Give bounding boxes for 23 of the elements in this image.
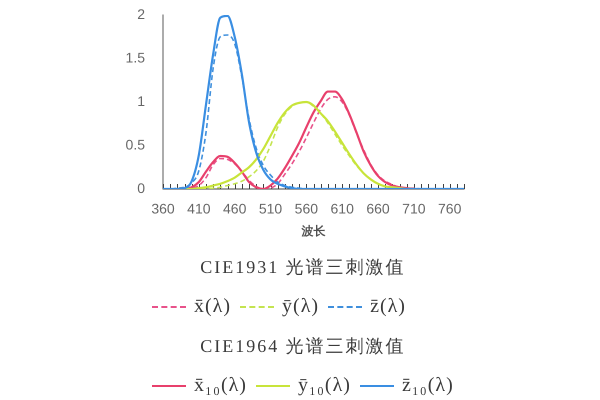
- x-tick-label: 760: [438, 200, 462, 216]
- x-tick-label: 610: [330, 200, 354, 216]
- text: CIE1931 光谱三刺激值: [199, 256, 407, 279]
- x-tick-label: 660: [366, 200, 390, 216]
- text: CIE1964 光谱三刺激值: [199, 335, 407, 358]
- y-tick-label: 0.5: [126, 136, 146, 152]
- y-tick-label: 0: [137, 180, 146, 196]
- legend-label: ȳ(λ): [282, 295, 320, 318]
- legend-label: z̄₁₀(λ): [402, 374, 454, 397]
- y-tick-label: 2: [137, 6, 146, 22]
- y-tick-label: 1.5: [126, 49, 146, 66]
- x-tick-label: 510: [258, 200, 282, 216]
- x-axis-title: 波长: [300, 224, 326, 238]
- x-tick-label: 410: [187, 200, 211, 216]
- legend-label: z̄(λ): [370, 295, 406, 318]
- legend-label: x̄₁₀(λ): [194, 374, 247, 397]
- legend-label: ȳ₁₀(λ): [298, 374, 351, 397]
- x-tick-label: 560: [294, 200, 318, 216]
- y-tick-label: 1: [137, 92, 146, 109]
- legend-label: x̄(λ): [194, 295, 232, 318]
- x-tick-label: 460: [222, 200, 247, 216]
- x-tick-label: 360: [151, 200, 175, 216]
- x-tick-label: 710: [402, 200, 426, 216]
